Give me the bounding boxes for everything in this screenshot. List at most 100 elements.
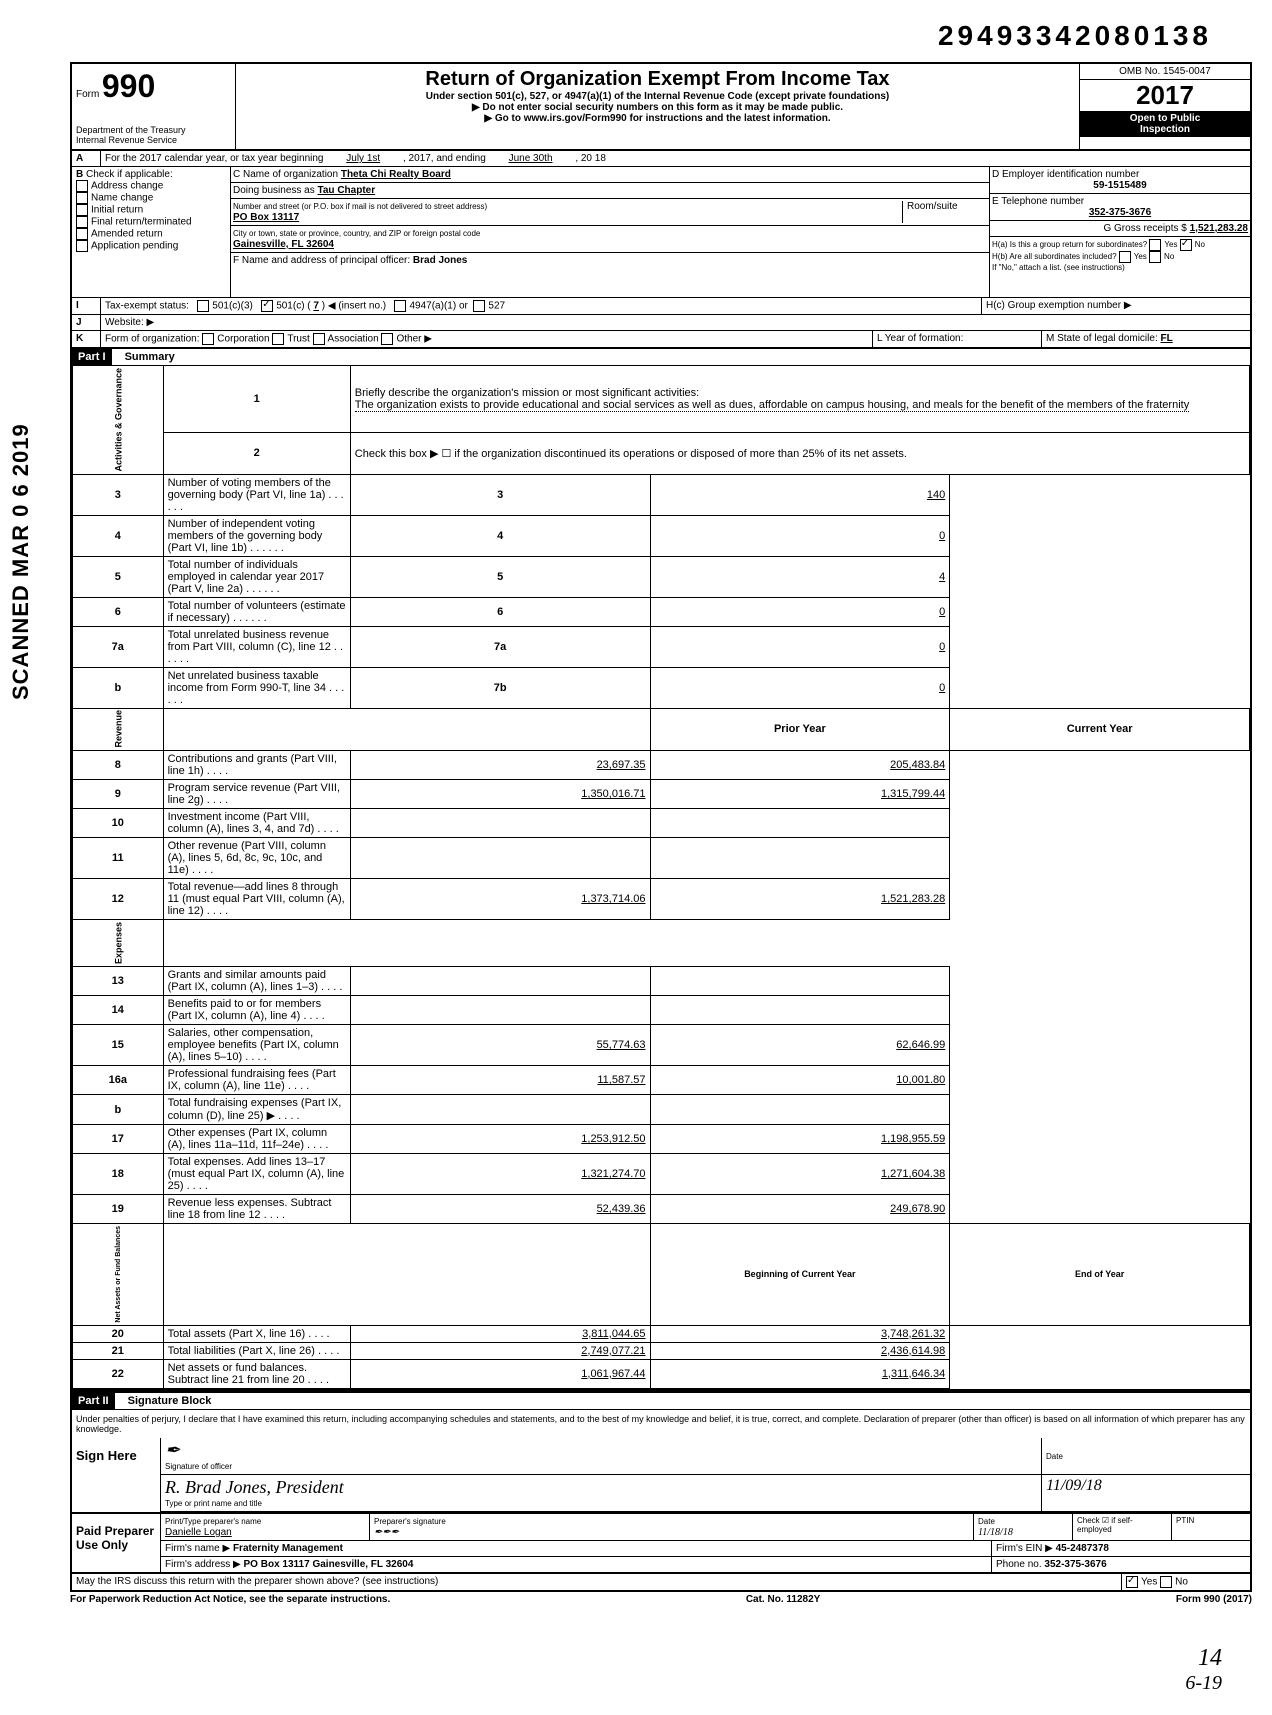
addr-change-check[interactable] [76, 180, 88, 192]
line-box: 7b [350, 667, 650, 708]
row-k: K Form of organization: Corporation Trus… [70, 331, 1252, 349]
discuss-yes[interactable] [1126, 1576, 1138, 1588]
form-org-label: Form of organization: [105, 334, 200, 345]
501c-number: 7 [313, 301, 319, 312]
501c3-check[interactable] [197, 300, 209, 312]
trust: Trust [287, 334, 309, 345]
amended-check[interactable] [76, 228, 88, 240]
name-change: Name change [91, 193, 153, 204]
officer-printed-name: R. Brad Jones, President [165, 1477, 344, 1497]
hb-yes[interactable] [1119, 251, 1131, 263]
current-value [650, 967, 950, 996]
hb-note: If "No," attach a list. (see instruction… [992, 263, 1125, 272]
line-label: Total expenses. Add lines 13–17 (must eq… [163, 1154, 350, 1195]
name-change-check[interactable] [76, 192, 88, 204]
date-label: Date [1046, 1452, 1063, 1461]
no-label: No [1195, 240, 1205, 249]
document-id: 29493342080138 [20, 20, 1212, 52]
current-value: 249,678.90 [650, 1195, 950, 1224]
line-value: 140 [650, 474, 950, 515]
firm-name: Fraternity Management [233, 1543, 343, 1554]
line-num: 11 [73, 838, 164, 879]
hb-label: H(b) Are all subordinates included? [992, 252, 1117, 261]
section-bcd: B Check if applicable: Address change Na… [70, 167, 1252, 298]
part1-title: Part I [72, 349, 112, 365]
footer-right: Form 990 (2017) [1176, 1594, 1252, 1605]
527-check[interactable] [473, 300, 485, 312]
4947-check[interactable] [394, 300, 406, 312]
tax-exempt-label: Tax-exempt status: [105, 301, 189, 312]
yes-label-2: Yes [1134, 252, 1147, 261]
ha-no[interactable] [1180, 239, 1192, 251]
line-label: Total revenue—add lines 8 through 11 (mu… [163, 879, 350, 920]
ha-yes[interactable] [1149, 239, 1161, 251]
line-value: 0 [650, 667, 950, 708]
row-a-label: For the 2017 calendar year, or tax year … [105, 153, 323, 164]
footer-left: For Paperwork Reduction Act Notice, see … [70, 1594, 390, 1605]
current-value: 62,646.99 [650, 1025, 950, 1066]
footer-mid: Cat. No. 11282Y [746, 1594, 820, 1605]
line-num: 5 [73, 556, 164, 597]
prior-value [350, 1095, 650, 1125]
f-label: F Name and address of principal officer: [233, 255, 410, 266]
prior-value: 1,253,912.50 [350, 1125, 650, 1154]
line-value: 0 [650, 597, 950, 626]
hb-no[interactable] [1149, 251, 1161, 263]
initial-return: Initial return [91, 205, 143, 216]
city: Gainesville, FL 32604 [233, 239, 334, 250]
line-num: 18 [73, 1154, 164, 1195]
line-num: 8 [73, 751, 164, 780]
tax-year: 2017 [1080, 80, 1250, 111]
part1-heading: Summary [125, 351, 175, 363]
current-value [650, 838, 950, 879]
year-formation: L Year of formation: [873, 331, 1042, 347]
discuss-no[interactable] [1160, 1576, 1172, 1588]
sig-officer-label: Signature of officer [165, 1462, 232, 1471]
line-num: b [73, 667, 164, 708]
line-label: Other expenses (Part IX, column (A), lin… [163, 1125, 350, 1154]
prior-value: 1,350,016.71 [350, 780, 650, 809]
col-begin: Beginning of Current Year [650, 1224, 950, 1326]
ptin-label: PTIN [1172, 1514, 1250, 1540]
line-label: Total number of volunteers (estimate if … [163, 597, 350, 626]
assoc-check[interactable] [313, 333, 325, 345]
line-label: Total unrelated business revenue from Pa… [163, 626, 350, 667]
pending-check[interactable] [76, 240, 88, 252]
inspection: Inspection [1082, 124, 1248, 135]
line-num: 16a [73, 1066, 164, 1095]
line-label: Grants and similar amounts paid (Part IX… [163, 967, 350, 996]
discuss-no-label: No [1175, 1576, 1188, 1587]
dba-label: Doing business as [233, 185, 315, 196]
line-num: 20 [73, 1325, 164, 1342]
line-num: 7a [73, 626, 164, 667]
line-label: Professional fundraising fees (Part IX, … [163, 1066, 350, 1095]
side-net: Net Assets or Fund Balances [73, 1224, 164, 1326]
prior-value: 1,321,274.70 [350, 1154, 650, 1195]
corp-check[interactable] [202, 333, 214, 345]
final-check[interactable] [76, 216, 88, 228]
row-a-suffix: , 20 18 [575, 153, 606, 164]
form-title: Return of Organization Exempt From Incom… [240, 68, 1075, 91]
trust-check[interactable] [272, 333, 284, 345]
current-value: 1,315,799.44 [650, 780, 950, 809]
line-label: Other revenue (Part VIII, column (A), li… [163, 838, 350, 879]
row-j: J Website: ▶ [70, 315, 1252, 331]
discuss-label: May the IRS discuss this return with the… [72, 1574, 1122, 1590]
addr-change: Address change [91, 181, 163, 192]
line-num: b [73, 1095, 164, 1125]
state-domicile-label: M State of legal domicile: [1046, 333, 1158, 344]
line2: Check this box ▶ ☐ if the organization d… [350, 432, 1249, 474]
line-label: Contributions and grants (Part VIII, lin… [163, 751, 350, 780]
line-label: Salaries, other compensation, employee b… [163, 1025, 350, 1066]
opt-527: 527 [488, 301, 505, 312]
current-value [650, 809, 950, 838]
line-label: Total assets (Part X, line 16) . . . . [163, 1325, 350, 1342]
501c-check[interactable] [261, 300, 273, 312]
initial-check[interactable] [76, 204, 88, 216]
discuss-row: May the IRS discuss this return with the… [70, 1574, 1252, 1592]
form-number: 990 [102, 68, 155, 104]
other-check[interactable] [381, 333, 393, 345]
city-label: City or town, state or province, country… [233, 229, 480, 238]
type-name-label: Type or print name and title [165, 1499, 262, 1508]
sign-here: Sign Here [72, 1438, 161, 1512]
